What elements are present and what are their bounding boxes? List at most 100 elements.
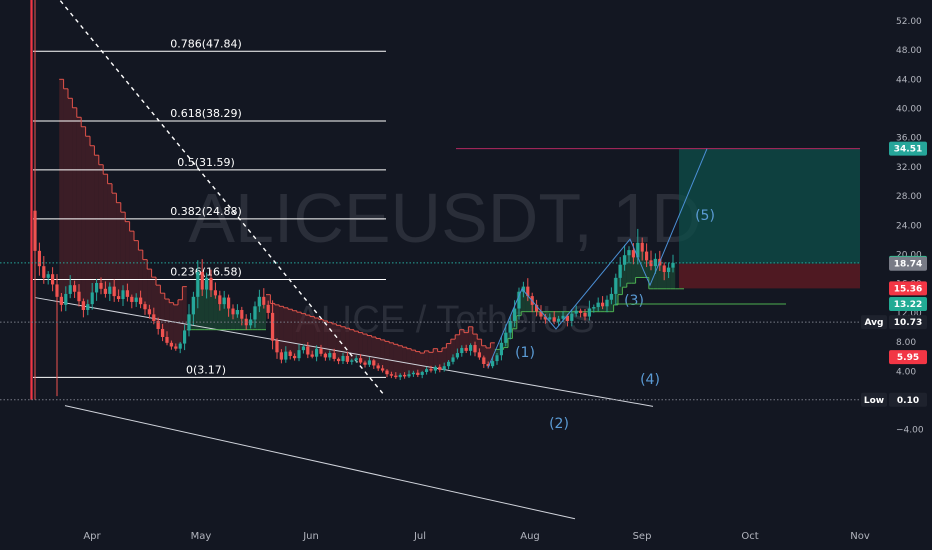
candle-body <box>486 364 490 367</box>
trend-fill-segment <box>147 269 152 315</box>
candle-body <box>662 265 666 273</box>
candle-body <box>411 372 415 375</box>
candle-body <box>51 274 55 285</box>
candle-body <box>46 274 50 278</box>
candle-body <box>147 309 151 315</box>
candle-body <box>319 348 323 354</box>
price-tick-12: 12.00 <box>896 309 922 319</box>
candle-body <box>152 314 156 321</box>
candle-body <box>561 315 565 319</box>
time-tick-aug: Aug <box>520 531 540 542</box>
trend-fill-segment <box>644 260 649 278</box>
fib-label-0.382: 0.382(24.88) <box>170 205 242 218</box>
candle-body <box>504 332 508 343</box>
price-label-text-red-marker: 5.95 <box>897 353 919 363</box>
candle-body <box>174 346 178 349</box>
candle-body <box>297 350 301 359</box>
candle-body <box>407 374 411 377</box>
trend-fill-segment <box>283 307 288 352</box>
candle-body <box>587 308 591 317</box>
price-label-entry <box>889 256 927 271</box>
trend-fill-segment <box>138 250 143 305</box>
candle-body <box>521 286 525 292</box>
candle-body <box>455 353 459 358</box>
trend-fill-segment <box>116 202 121 300</box>
channel-upper-line <box>34 297 654 407</box>
candle-body <box>301 346 305 351</box>
time-tick-jun: Jun <box>302 531 319 542</box>
trend-fill-segment <box>314 318 319 349</box>
trend-fill-segment <box>296 312 302 351</box>
trend-fill-segment <box>292 310 297 359</box>
trend-fill-segment <box>230 314 236 330</box>
candle-body <box>227 297 231 309</box>
candle-body <box>618 264 622 278</box>
trend-fill-segment <box>490 342 495 362</box>
candle-body <box>90 292 94 305</box>
trend-fill-segment <box>640 251 645 278</box>
candle-body <box>143 304 147 310</box>
time-tick-may: May <box>191 531 212 542</box>
candle-body <box>121 290 125 300</box>
elliott-wave-labels[interactable]: (1) (2) (3) (4) (5) <box>487 148 715 432</box>
candle-body <box>125 290 129 297</box>
trend-fill-segment <box>226 308 231 330</box>
trend-fill-segment <box>464 332 469 351</box>
price-label-target <box>889 141 927 156</box>
candle-body <box>495 355 499 362</box>
price-tick-52: 52.00 <box>896 17 922 27</box>
candle-body <box>271 312 275 341</box>
descending-channel[interactable] <box>34 0 654 520</box>
trend-fill-segment <box>98 164 104 289</box>
trend-fill-segment <box>662 272 667 289</box>
trend-fill-segment <box>455 334 460 354</box>
trend-fill-segment <box>151 277 156 321</box>
fib-label-0.5: 0.5(31.59) <box>177 156 235 169</box>
candle-body <box>359 358 363 363</box>
candle-body <box>579 310 583 313</box>
candle-body <box>372 360 376 366</box>
trend-fill-segment <box>160 293 165 337</box>
trend-fill-segment <box>76 117 82 302</box>
candle-body <box>240 309 244 319</box>
trend-fill-segment <box>446 343 451 362</box>
candle-body <box>130 296 134 302</box>
candle-body <box>398 374 402 378</box>
trend-fill-segment <box>213 295 218 330</box>
candle-body <box>592 307 596 309</box>
candle-body <box>565 315 569 321</box>
fib-label-0.236: 0.236(16.58) <box>170 265 242 278</box>
trend-fill-segment <box>349 329 354 361</box>
wave-label-4: (4) <box>640 372 660 388</box>
watermark-symbol: ALICEUSDT, 1D <box>188 179 701 257</box>
price-axis[interactable]: 64.0060.0056.0052.0048.0044.0040.0036.00… <box>860 0 932 550</box>
fib-label-0: 0(3.17) <box>186 363 226 376</box>
candle-body <box>429 369 433 371</box>
time-tick-jul: Jul <box>413 531 426 542</box>
trend-fill-segment <box>305 315 310 355</box>
trend-fill-segment <box>72 107 77 292</box>
trend-fill-segment <box>428 352 434 371</box>
time-axis[interactable]: Apr May Jun Jul Aug Sep Oct Nov <box>83 531 869 542</box>
trend-fill-segment <box>208 290 214 330</box>
time-tick-sep: Sep <box>633 531 652 542</box>
long-position-tool[interactable] <box>456 148 860 289</box>
trend-fill-segment <box>103 174 108 294</box>
candle-body <box>81 301 85 310</box>
candle-body <box>539 311 543 317</box>
candle-body <box>469 345 473 351</box>
price-tick-48: 48.00 <box>896 46 922 56</box>
trend-fill-segment <box>481 345 486 364</box>
candle-body <box>134 297 138 302</box>
wave-label-3: (3) <box>624 293 644 309</box>
candle-body <box>249 319 253 326</box>
candle-body <box>328 353 332 358</box>
trend-fill-segment <box>521 286 526 312</box>
trend-fill-segment <box>433 348 438 367</box>
candle-body <box>557 318 561 322</box>
trend-fill-segment <box>525 296 530 312</box>
trend-fill-segment <box>129 231 134 302</box>
candle-body <box>68 285 72 294</box>
trend-fill-segment <box>318 319 324 354</box>
